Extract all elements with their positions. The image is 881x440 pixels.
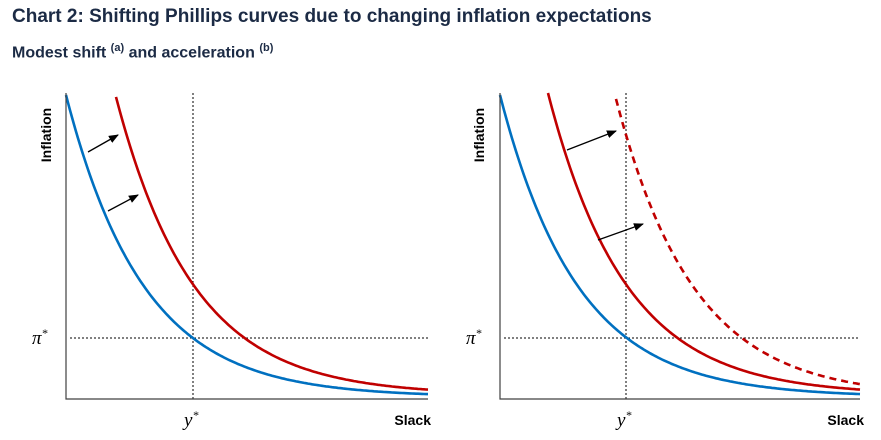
y-axis-label: Inflation bbox=[471, 108, 487, 162]
shift-arrow bbox=[597, 223, 644, 241]
original-phillips-curve bbox=[498, 94, 861, 396]
y-star-label: y* bbox=[182, 408, 198, 431]
x-axis-label: Slack bbox=[394, 412, 431, 428]
footnote-a: (a) bbox=[110, 42, 125, 54]
footnote-b: (b) bbox=[259, 42, 274, 54]
subtitle-text: and acceleration bbox=[128, 44, 255, 62]
y-star-label: y* bbox=[615, 408, 631, 431]
chart-subtitle: Modest shift (a) and acceleration (b) bbox=[12, 42, 273, 62]
shift-arrow bbox=[566, 130, 617, 151]
shift-arrow bbox=[87, 134, 119, 153]
chart-title: Chart 2: Shifting Phillips curves due to… bbox=[12, 6, 652, 27]
shift-arrow bbox=[107, 194, 139, 212]
panel-modest-shift: Inflation Slack π* y* bbox=[32, 93, 431, 431]
y-axis-label: Inflation bbox=[38, 108, 54, 162]
pi-star-label: π* bbox=[466, 326, 482, 349]
original-phillips-curve bbox=[64, 94, 428, 396]
axes bbox=[65, 93, 428, 400]
pi-star-label: π* bbox=[32, 326, 48, 349]
shifted-phillips-curve bbox=[546, 92, 861, 391]
panel-acceleration: Inflation Slack π* y* bbox=[466, 92, 864, 431]
axes bbox=[499, 93, 860, 400]
x-axis-label: Slack bbox=[827, 412, 864, 428]
shifted-phillips-curve bbox=[114, 96, 429, 391]
subtitle-text: Modest shift bbox=[12, 44, 107, 62]
accelerated-phillips-curve bbox=[614, 98, 861, 386]
